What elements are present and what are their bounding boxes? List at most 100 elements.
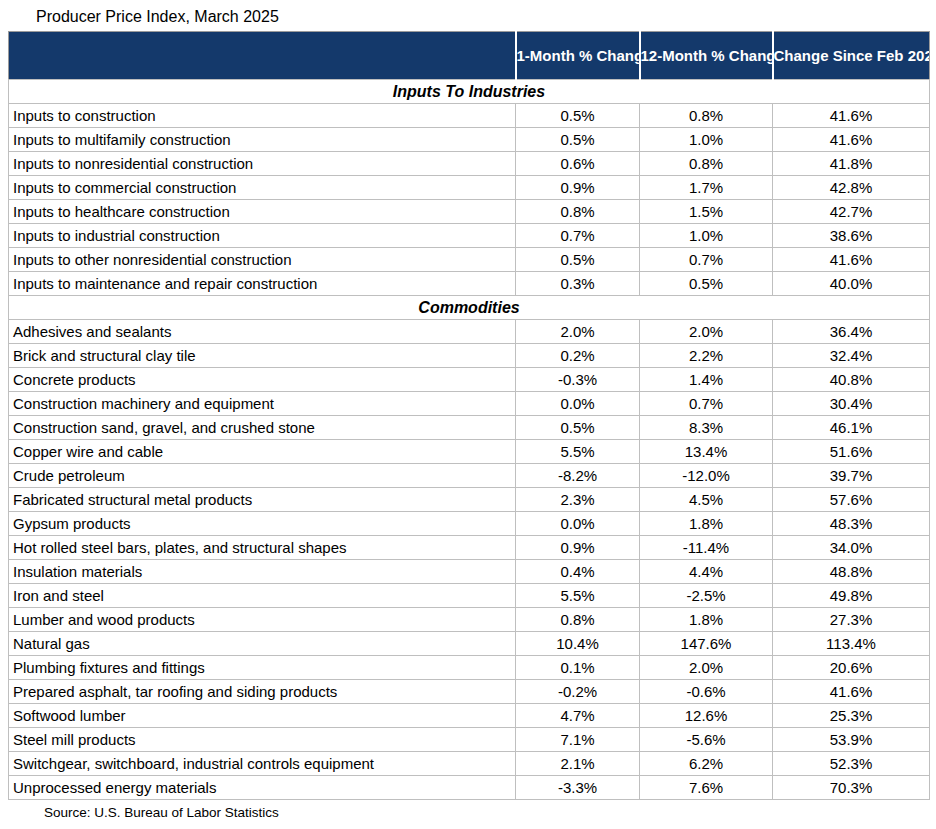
col-header-1-month-change: 1-Month % Change (516, 32, 640, 80)
cell-value: 48.3% (773, 512, 930, 536)
cell-value: 53.9% (773, 728, 930, 752)
table-row: Inputs to commercial construction0.9%1.7… (9, 176, 930, 200)
section-row: Inputs To Industries (9, 80, 930, 104)
cell-value: 40.8% (773, 368, 930, 392)
cell-value: 1.0% (640, 128, 773, 152)
cell-value: -0.3% (516, 368, 640, 392)
row-label: Construction sand, gravel, and crushed s… (9, 416, 516, 440)
cell-value: 4.7% (516, 704, 640, 728)
cell-value: 1.7% (640, 176, 773, 200)
row-label: Hot rolled steel bars, plates, and struc… (9, 536, 516, 560)
cell-value: 42.7% (773, 200, 930, 224)
cell-value: 0.0% (516, 512, 640, 536)
section-row: Commodities (9, 296, 930, 320)
table-row: Crude petroleum-8.2%-12.0%39.7% (9, 464, 930, 488)
cell-value: 0.7% (516, 224, 640, 248)
cell-value: -0.6% (640, 680, 773, 704)
cell-value: 57.6% (773, 488, 930, 512)
cell-value: 1.8% (640, 608, 773, 632)
section-label: Inputs To Industries (9, 80, 930, 104)
table-row: Fabricated structural metal products2.3%… (9, 488, 930, 512)
table-row: Inputs to healthcare construction0.8%1.5… (9, 200, 930, 224)
cell-value: 46.1% (773, 416, 930, 440)
cell-value: 13.4% (640, 440, 773, 464)
row-label: Softwood lumber (9, 704, 516, 728)
table-row: Concrete products-0.3%1.4%40.8% (9, 368, 930, 392)
cell-value: 0.8% (516, 200, 640, 224)
row-label: Inputs to multifamily construction (9, 128, 516, 152)
table-row: Unprocessed energy materials-3.3%7.6%70.… (9, 776, 930, 800)
cell-value: -0.2% (516, 680, 640, 704)
cell-value: 32.4% (773, 344, 930, 368)
row-label: Concrete products (9, 368, 516, 392)
cell-value: 7.6% (640, 776, 773, 800)
row-label: Inputs to nonresidential construction (9, 152, 516, 176)
cell-value: 2.3% (516, 488, 640, 512)
row-label: Inputs to commercial construction (9, 176, 516, 200)
cell-value: 30.4% (773, 392, 930, 416)
table-row: Gypsum products0.0%1.8%48.3% (9, 512, 930, 536)
table-row: Inputs to construction0.5%0.8%41.6% (9, 104, 930, 128)
cell-value: -5.6% (640, 728, 773, 752)
row-label: Fabricated structural metal products (9, 488, 516, 512)
cell-value: 2.2% (640, 344, 773, 368)
table-row: Natural gas10.4%147.6%113.4% (9, 632, 930, 656)
cell-value: 12.6% (640, 704, 773, 728)
table-header: 1-Month % Change 12-Month % Change Chang… (9, 32, 930, 80)
table-row: Construction sand, gravel, and crushed s… (9, 416, 930, 440)
row-label: Adhesives and sealants (9, 320, 516, 344)
cell-value: 113.4% (773, 632, 930, 656)
cell-value: 2.1% (516, 752, 640, 776)
row-label: Copper wire and cable (9, 440, 516, 464)
cell-value: 39.7% (773, 464, 930, 488)
row-label: Prepared asphalt, tar roofing and siding… (9, 680, 516, 704)
row-label: Inputs to industrial construction (9, 224, 516, 248)
cell-value: 0.2% (516, 344, 640, 368)
cell-value: 41.6% (773, 104, 930, 128)
row-label: Inputs to healthcare construction (9, 200, 516, 224)
cell-value: 0.9% (516, 536, 640, 560)
ppi-table: 1-Month % Change 12-Month % Change Chang… (8, 31, 930, 800)
cell-value: 1.0% (640, 224, 773, 248)
cell-value: 51.6% (773, 440, 930, 464)
cell-value: -11.4% (640, 536, 773, 560)
cell-value: 0.8% (516, 608, 640, 632)
cell-value: 0.5% (516, 416, 640, 440)
cell-value: -2.5% (640, 584, 773, 608)
cell-value: 10.4% (516, 632, 640, 656)
table-row: Inputs to nonresidential construction0.6… (9, 152, 930, 176)
table-row: Adhesives and sealants2.0%2.0%36.4% (9, 320, 930, 344)
row-label: Inputs to construction (9, 104, 516, 128)
cell-value: 8.3% (640, 416, 773, 440)
cell-value: 0.8% (640, 152, 773, 176)
table-row: Copper wire and cable5.5%13.4%51.6% (9, 440, 930, 464)
cell-value: 4.4% (640, 560, 773, 584)
table-row: Iron and steel5.5%-2.5%49.8% (9, 584, 930, 608)
row-label: Iron and steel (9, 584, 516, 608)
cell-value: 0.5% (640, 272, 773, 296)
cell-value: 0.1% (516, 656, 640, 680)
table-row: Construction machinery and equipment0.0%… (9, 392, 930, 416)
cell-value: 2.0% (640, 656, 773, 680)
col-header-item (9, 32, 516, 80)
cell-value: -8.2% (516, 464, 640, 488)
table-row: Inputs to other nonresidential construct… (9, 248, 930, 272)
cell-value: 41.8% (773, 152, 930, 176)
col-header-change-since-feb-2020: Change Since Feb 2020 (773, 32, 930, 80)
page-title: Producer Price Index, March 2025 (36, 7, 279, 27)
cell-value: 25.3% (773, 704, 930, 728)
cell-value: 5.5% (516, 440, 640, 464)
header-row: 1-Month % Change 12-Month % Change Chang… (9, 32, 930, 80)
table-row: Hot rolled steel bars, plates, and struc… (9, 536, 930, 560)
table-row: Inputs to industrial construction0.7%1.0… (9, 224, 930, 248)
cell-value: -3.3% (516, 776, 640, 800)
cell-value: 2.0% (516, 320, 640, 344)
cell-value: 41.6% (773, 680, 930, 704)
table-row: Insulation materials0.4%4.4%48.8% (9, 560, 930, 584)
section-label: Commodities (9, 296, 930, 320)
cell-value: 52.3% (773, 752, 930, 776)
cell-value: 0.5% (516, 248, 640, 272)
table-body: Inputs To IndustriesInputs to constructi… (9, 80, 930, 800)
cell-value: 38.6% (773, 224, 930, 248)
row-label: Switchgear, switchboard, industrial cont… (9, 752, 516, 776)
